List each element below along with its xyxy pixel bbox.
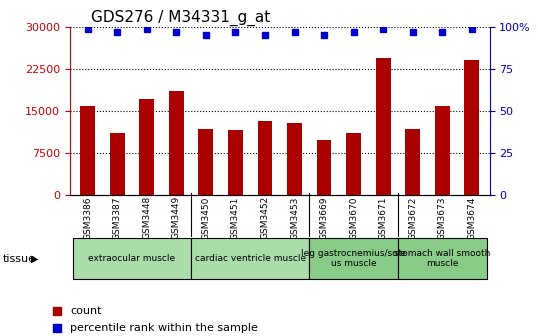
Text: GSM3673: GSM3673 xyxy=(438,196,447,240)
Text: GSM3386: GSM3386 xyxy=(83,196,92,240)
Bar xyxy=(346,133,361,195)
Bar xyxy=(258,121,272,195)
Bar xyxy=(376,58,391,195)
Bar xyxy=(317,140,331,195)
Bar xyxy=(435,107,450,195)
FancyBboxPatch shape xyxy=(191,238,309,279)
Bar xyxy=(80,107,95,195)
Text: GSM3452: GSM3452 xyxy=(260,196,270,239)
Text: stomach wall smooth
muscle: stomach wall smooth muscle xyxy=(394,249,491,268)
Text: GSM3672: GSM3672 xyxy=(408,196,417,240)
Text: percentile rank within the sample: percentile rank within the sample xyxy=(70,323,258,333)
Text: GSM3387: GSM3387 xyxy=(113,196,122,240)
Text: cardiac ventricle muscle: cardiac ventricle muscle xyxy=(195,254,306,263)
Bar xyxy=(287,123,302,195)
Text: GSM3670: GSM3670 xyxy=(349,196,358,240)
Bar xyxy=(139,98,154,195)
Text: extraocular muscle: extraocular muscle xyxy=(88,254,175,263)
Text: count: count xyxy=(70,306,102,316)
Bar xyxy=(110,133,125,195)
Text: GSM3449: GSM3449 xyxy=(172,196,181,239)
Bar xyxy=(405,129,420,195)
Text: GSM3448: GSM3448 xyxy=(142,196,151,239)
Text: GSM3450: GSM3450 xyxy=(201,196,210,240)
Text: GSM3669: GSM3669 xyxy=(320,196,329,240)
FancyBboxPatch shape xyxy=(398,238,487,279)
Text: GSM3671: GSM3671 xyxy=(379,196,388,240)
Bar xyxy=(228,130,243,195)
Text: GSM3451: GSM3451 xyxy=(231,196,240,240)
Text: GDS276 / M34331_g_at: GDS276 / M34331_g_at xyxy=(91,9,270,26)
Text: leg gastrocnemius/sole
us muscle: leg gastrocnemius/sole us muscle xyxy=(301,249,406,268)
Text: tissue: tissue xyxy=(3,254,36,264)
FancyBboxPatch shape xyxy=(73,238,191,279)
Text: GSM3674: GSM3674 xyxy=(468,196,476,240)
Text: GSM3453: GSM3453 xyxy=(290,196,299,240)
Bar xyxy=(464,60,479,195)
Bar xyxy=(199,129,213,195)
Bar xyxy=(169,91,183,195)
FancyBboxPatch shape xyxy=(309,238,398,279)
Text: ▶: ▶ xyxy=(31,254,39,264)
